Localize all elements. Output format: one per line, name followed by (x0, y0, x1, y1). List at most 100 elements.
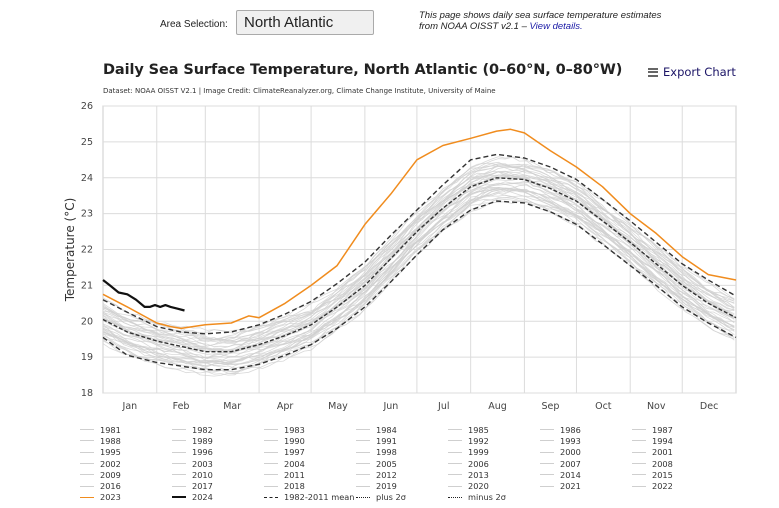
legend-swatch (540, 463, 554, 465)
legend-swatch (540, 474, 554, 476)
legend-item-2002[interactable]: 2002 (80, 458, 172, 469)
legend-swatch (540, 485, 554, 487)
legend-swatch (632, 429, 646, 431)
y-tick-label: 22 (81, 245, 93, 256)
series-line-2009 (102, 170, 735, 348)
legend-item-2023[interactable]: 2023 (80, 492, 172, 503)
legend-item-2020[interactable]: 2020 (448, 480, 540, 491)
legend-item-2012[interactable]: 2012 (356, 469, 448, 480)
legend-item-1988[interactable]: 1988 (80, 435, 172, 446)
legend-swatch (356, 485, 370, 487)
legend-swatch (80, 451, 94, 453)
legend-item-2011[interactable]: 2011 (264, 469, 356, 480)
legend-item-1997[interactable]: 1997 (264, 447, 356, 458)
legend-item-2010[interactable]: 2010 (172, 469, 264, 480)
y-tick-label: 25 (81, 137, 93, 148)
series-line-2017 (102, 163, 735, 340)
legend-label: 2020 (468, 481, 489, 492)
legend-item-2024[interactable]: 2024 (172, 492, 264, 503)
legend-swatch (172, 463, 186, 465)
x-tick-label: Nov (647, 401, 666, 412)
legend-swatch (172, 429, 186, 431)
legend-swatch (448, 451, 462, 453)
y-tick-label: 24 (81, 173, 93, 184)
legend-item-1990[interactable]: 1990 (264, 435, 356, 446)
legend-item-1998[interactable]: 1998 (356, 447, 448, 458)
legend-item-2005[interactable]: 2005 (356, 458, 448, 469)
legend-label: 2013 (468, 469, 489, 480)
legend-swatch (356, 451, 370, 453)
legend-item-1984[interactable]: 1984 (356, 424, 448, 435)
area-selection-label: Area Selection: (160, 19, 228, 30)
series-line-1997 (102, 187, 735, 367)
legend-swatch (264, 496, 278, 498)
legend-label: 2002 (100, 458, 121, 469)
legend-label: 1984 (376, 424, 397, 435)
legend-item-1982[interactable]: 1982 (172, 424, 264, 435)
legend-item-1993[interactable]: 1993 (540, 435, 632, 446)
legend-item-2008[interactable]: 2008 (632, 458, 724, 469)
series-line-1994 (102, 187, 735, 365)
legend-item-1986[interactable]: 1986 (540, 424, 632, 435)
legend-item-1981[interactable]: 1981 (80, 424, 172, 435)
legend-item-1992[interactable]: 1992 (448, 435, 540, 446)
view-details-link[interactable]: View details. (529, 21, 583, 32)
legend-item-2018[interactable]: 2018 (264, 480, 356, 491)
legend-item-1995[interactable]: 1995 (80, 447, 172, 458)
legend-label: 2014 (560, 469, 581, 480)
legend-item-1994[interactable]: 1994 (632, 435, 724, 446)
x-tick-label: Oct (595, 401, 612, 412)
legend-swatch (80, 496, 94, 498)
legend-item-2007[interactable]: 2007 (540, 458, 632, 469)
legend-item-1983[interactable]: 1983 (264, 424, 356, 435)
legend-label: 2004 (284, 458, 305, 469)
legend-item-2009[interactable]: 2009 (80, 469, 172, 480)
legend-item-1985[interactable]: 1985 (448, 424, 540, 435)
x-tick-label: Jan (122, 401, 138, 412)
legend-item-2013[interactable]: 2013 (448, 469, 540, 480)
legend-item-2001[interactable]: 2001 (632, 447, 724, 458)
legend-label: 2017 (192, 481, 213, 492)
legend-label: 1982 (192, 424, 213, 435)
legend-swatch (632, 440, 646, 442)
y-tick-label: 18 (81, 388, 93, 399)
legend-item-2003[interactable]: 2003 (172, 458, 264, 469)
legend-label: 2003 (192, 458, 213, 469)
legend-item-2022[interactable]: 2022 (632, 480, 724, 491)
legend-item-2017[interactable]: 2017 (172, 480, 264, 491)
legend-swatch (632, 474, 646, 476)
legend-item-2000[interactable]: 2000 (540, 447, 632, 458)
legend-item-1996[interactable]: 1996 (172, 447, 264, 458)
legend-item-1989[interactable]: 1989 (172, 435, 264, 446)
legend-label: 2001 (652, 447, 673, 458)
series-line-1983 (102, 192, 735, 373)
legend-item-1987[interactable]: 1987 (632, 424, 724, 435)
export-chart-button[interactable]: Export Chart (648, 65, 736, 79)
legend-label: 1982-2011 mean (284, 492, 355, 503)
legend-item-2019[interactable]: 2019 (356, 480, 448, 491)
area-selection-dropdown[interactable]: North Atlantic (236, 10, 374, 35)
legend-swatch (356, 463, 370, 465)
legend-item-plus-2-[interactable]: plus 2σ (356, 492, 448, 503)
x-tick-label: Aug (488, 401, 507, 412)
legend-label: 1983 (284, 424, 305, 435)
legend-item-2004[interactable]: 2004 (264, 458, 356, 469)
legend-item-2014[interactable]: 2014 (540, 469, 632, 480)
legend-item-2015[interactable]: 2015 (632, 469, 724, 480)
legend-item-2006[interactable]: 2006 (448, 458, 540, 469)
y-tick-label: 23 (81, 209, 93, 220)
legend-swatch (172, 440, 186, 442)
x-tick-label: Jul (437, 401, 449, 412)
menu-icon (648, 67, 658, 77)
legend-swatch (80, 485, 94, 487)
legend-item-1991[interactable]: 1991 (356, 435, 448, 446)
legend-label: 1998 (376, 447, 397, 458)
legend-item-minus-2-[interactable]: minus 2σ (448, 492, 540, 503)
legend-item-2021[interactable]: 2021 (540, 480, 632, 491)
legend-item-2016[interactable]: 2016 (80, 480, 172, 491)
legend-item-1982-2011-mean[interactable]: 1982-2011 mean (264, 492, 356, 503)
x-tick-label: Apr (277, 401, 294, 412)
legend-item-1999[interactable]: 1999 (448, 447, 540, 458)
series-line-2005 (102, 173, 735, 353)
